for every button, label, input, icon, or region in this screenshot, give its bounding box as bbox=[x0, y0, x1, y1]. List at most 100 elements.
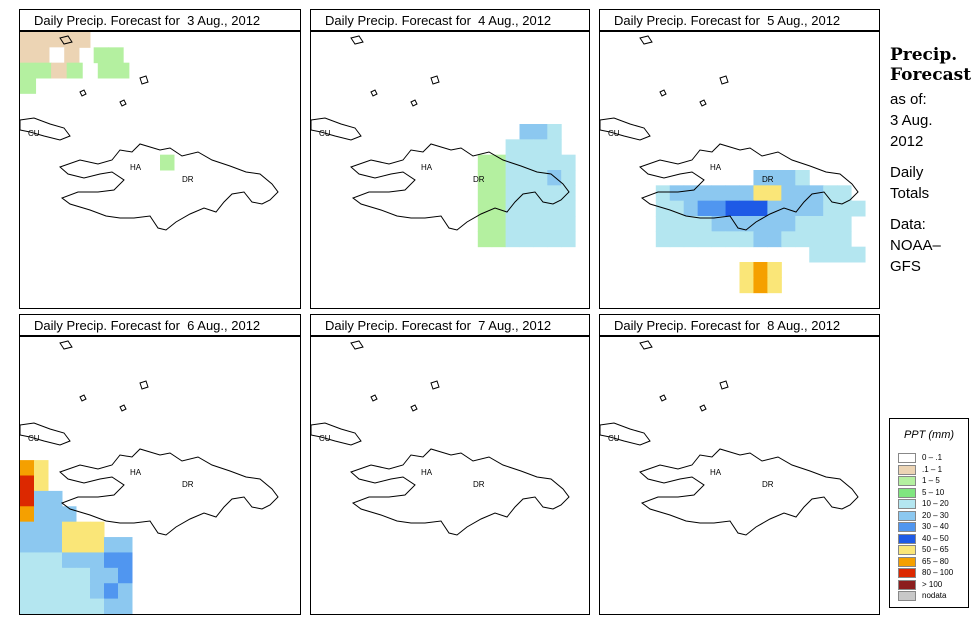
legend-label: .1 – 1 bbox=[922, 464, 943, 474]
precip-cell bbox=[655, 216, 671, 232]
precip-cell bbox=[48, 506, 63, 523]
country-label-haiti: HA bbox=[710, 163, 722, 172]
country-label-dominican_republic: DR bbox=[182, 175, 194, 184]
precip-cell bbox=[533, 200, 548, 217]
precip-cell bbox=[491, 231, 507, 248]
cuba-coastline bbox=[311, 117, 362, 141]
island-coastline bbox=[370, 89, 378, 97]
hispaniola-coastline bbox=[639, 448, 859, 536]
legend-swatch bbox=[898, 591, 916, 601]
hispaniola-coastline bbox=[639, 143, 859, 231]
precip-cell bbox=[104, 567, 119, 584]
precip-map: CU HA DR bbox=[599, 31, 880, 309]
precip-cell bbox=[533, 231, 548, 248]
info-data-line2: NOAA– bbox=[890, 237, 941, 254]
precip-cell bbox=[90, 583, 105, 600]
legend-item: 50 – 65 bbox=[898, 545, 964, 555]
precip-map-svg: CU HA DR bbox=[600, 35, 866, 294]
legend-swatch bbox=[898, 556, 916, 567]
cuba-coastline bbox=[600, 422, 651, 446]
precip-cell bbox=[62, 537, 77, 553]
precip-cell bbox=[669, 231, 685, 248]
precip-cell bbox=[20, 506, 35, 523]
precip-cell bbox=[90, 567, 105, 584]
precip-cell bbox=[739, 185, 754, 202]
precip-cell bbox=[62, 32, 77, 48]
precip-cell bbox=[477, 154, 493, 171]
precip-cell bbox=[118, 552, 133, 569]
precip-cell bbox=[767, 170, 782, 186]
legend-swatch bbox=[898, 545, 916, 555]
precip-cell bbox=[62, 552, 77, 569]
legend-item: 20 – 30 bbox=[898, 510, 964, 521]
precip-cell bbox=[505, 154, 520, 171]
precip-cell bbox=[48, 537, 63, 553]
legend-swatch bbox=[898, 522, 916, 532]
country-label-dominican_republic: DR bbox=[182, 480, 194, 489]
precip-cell bbox=[767, 216, 782, 232]
precip-cell bbox=[795, 185, 810, 202]
precip-cell bbox=[20, 552, 35, 569]
precip-cell bbox=[90, 552, 105, 569]
island-coastline bbox=[719, 380, 729, 390]
country-label-cuba: CU bbox=[608, 434, 620, 443]
legend-swatch bbox=[898, 533, 916, 544]
info-date-line2: 2012 bbox=[890, 133, 924, 150]
legend-item: 0 – .1 bbox=[898, 453, 964, 463]
precip-cell bbox=[20, 78, 37, 94]
precip-cell bbox=[711, 185, 727, 202]
island-coastline bbox=[699, 404, 707, 412]
precip-cell bbox=[533, 185, 548, 202]
precip-cell bbox=[491, 154, 507, 171]
precip-cell bbox=[809, 216, 824, 232]
precip-cell bbox=[90, 521, 105, 538]
precip-cell bbox=[533, 124, 548, 140]
precip-cell bbox=[547, 216, 562, 232]
precip-cell bbox=[809, 200, 824, 217]
precip-cell bbox=[781, 231, 796, 248]
island-coastline bbox=[699, 99, 707, 107]
precip-cell bbox=[76, 567, 91, 584]
precip-cell bbox=[62, 521, 77, 538]
precip-cell bbox=[669, 185, 685, 202]
precip-cell bbox=[547, 200, 562, 217]
legend-title: PPT (mm) bbox=[903, 429, 955, 441]
legend-item: 65 – 80 bbox=[898, 556, 964, 567]
precip-cell bbox=[48, 32, 63, 48]
precip-cell bbox=[711, 231, 727, 248]
cuba-coastline bbox=[311, 422, 362, 446]
info-totals-line1: Daily bbox=[890, 164, 924, 181]
precip-cell bbox=[20, 583, 35, 600]
precip-cell bbox=[809, 246, 824, 263]
precip-cell bbox=[20, 475, 35, 492]
precip-cell bbox=[104, 598, 119, 614]
precip-cell bbox=[34, 521, 49, 538]
island-coastline bbox=[410, 99, 418, 107]
precip-cell bbox=[683, 200, 699, 217]
precip-cell bbox=[697, 231, 713, 248]
precip-cell bbox=[118, 583, 133, 600]
legend-swatch bbox=[898, 453, 916, 463]
precip-cell bbox=[505, 200, 520, 217]
legend-swatch bbox=[898, 476, 916, 486]
precip-cell bbox=[753, 231, 768, 248]
precip-cell bbox=[753, 216, 768, 232]
island-coastline bbox=[639, 35, 653, 45]
precip-cell bbox=[697, 216, 713, 232]
precip-cell bbox=[477, 216, 493, 232]
precip-cell bbox=[20, 598, 35, 614]
hispaniola-coastline bbox=[350, 143, 570, 231]
legend-item: 40 – 50 bbox=[898, 533, 964, 544]
island-coastline bbox=[119, 99, 127, 107]
panel-title: Daily Precip. Forecast for 6 Aug., 2012 bbox=[19, 314, 301, 336]
precip-cell bbox=[113, 62, 130, 79]
precip-cell bbox=[48, 598, 63, 614]
legend-label: 5 – 10 bbox=[922, 487, 945, 497]
panel-title: Daily Precip. Forecast for 8 Aug., 2012 bbox=[599, 314, 880, 336]
legend-swatch bbox=[898, 487, 916, 498]
island-coastline bbox=[659, 394, 667, 402]
precip-cell bbox=[34, 490, 49, 507]
cuba-coastline bbox=[600, 117, 651, 141]
precip-cell bbox=[655, 185, 671, 202]
precip-cell bbox=[108, 47, 124, 64]
